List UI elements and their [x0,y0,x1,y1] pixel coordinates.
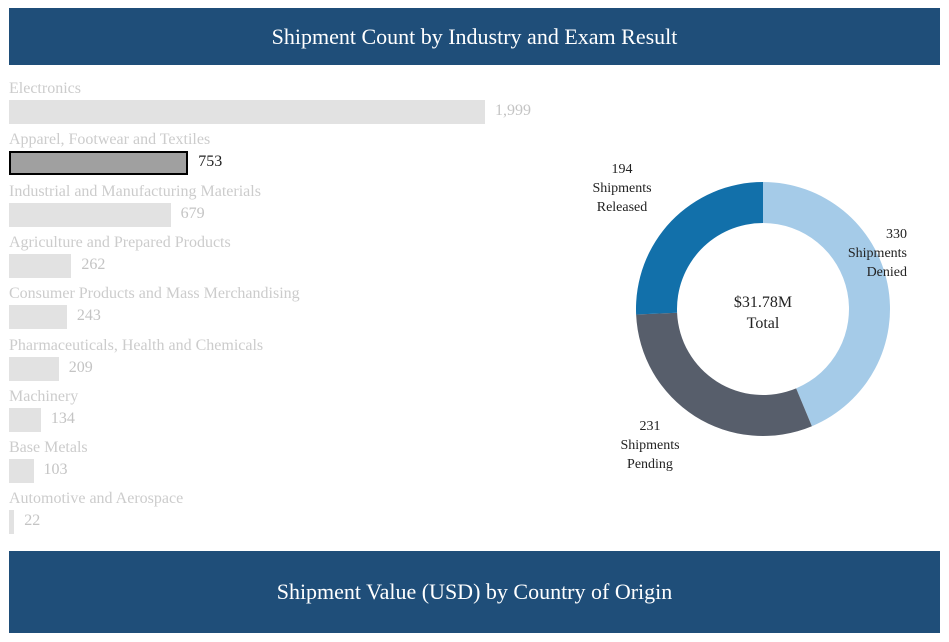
category-label: Pharmaceuticals, Health and Chemicals [9,336,264,354]
bar-value-label: 209 [68,358,93,376]
bar-value-label: 134 [50,409,75,427]
bar-row: Automotive and Aerospace 22 [9,490,569,538]
bar-row: Base Metals 103 [9,439,569,487]
bar-value-label: 679 [180,204,205,222]
bar-row: Apparel, Footwear and Textiles 753 [9,131,569,179]
bar-value-label: 22 [24,512,41,530]
bar[interactable] [9,510,15,535]
bar-value-label: 1,999 [495,102,531,119]
section-title: Shipment Value (USD) by Country of Origi… [276,579,673,604]
category-label: Machinery [9,387,79,405]
category-label: Base Metals [9,439,88,457]
slice-label: 194 Shipments Released [592,162,651,215]
slice-label: 330 Shipments Denied [848,227,907,280]
donut-slice[interactable] [636,182,763,315]
category-label: Industrial and Manufacturing Materials [9,182,261,200]
bar-row: Machinery 134 [9,388,569,436]
bar[interactable] [9,305,67,330]
bar[interactable] [9,100,485,124]
bar-value-label: 103 [43,461,68,479]
bar[interactable] [9,151,189,176]
bar[interactable] [9,459,34,484]
bar-row: Pharmaceuticals, Health and Chemicals 209 [9,337,569,385]
bar-row: Agriculture and Prepared Products 262 [9,234,569,282]
donut-center-label: $31.78M Total [734,294,792,332]
chart-title-banner: Shipment Count by Industry and Exam Resu… [9,8,940,65]
bar-value-label: 243 [76,307,101,325]
category-label: Agriculture and Prepared Products [9,233,231,251]
category-label: Apparel, Footwear and Textiles [9,131,211,149]
bar[interactable] [9,253,72,278]
donut-slice[interactable] [636,312,812,436]
bar-value-label: 262 [81,255,106,273]
category-label: Automotive and Aerospace [9,490,184,508]
chart-title: Shipment Count by Industry and Exam Resu… [271,23,678,49]
slice-label: 231 Shipments Pending [620,419,679,472]
bar-row: Electronics 1,999 [9,80,569,128]
bar[interactable] [9,407,41,432]
category-label: Consumer Products and Mass Merchandising [9,285,300,303]
bar[interactable] [9,202,171,227]
category-label: Electronics [9,80,81,97]
exam-result-donut-chart: 330 Shipments Denied 231 Shipments Pending 194… [592,162,907,472]
bar-row: Industrial and Manufacturing Materials 67… [9,183,569,231]
bar[interactable] [9,356,59,381]
bar-value-label: 753 [198,153,223,171]
section-title-banner: Shipment Value (USD) by Country of Origi… [9,551,940,633]
donut-slice[interactable] [763,182,890,427]
bar-row: Consumer Products and Mass Merchandising… [9,285,569,333]
